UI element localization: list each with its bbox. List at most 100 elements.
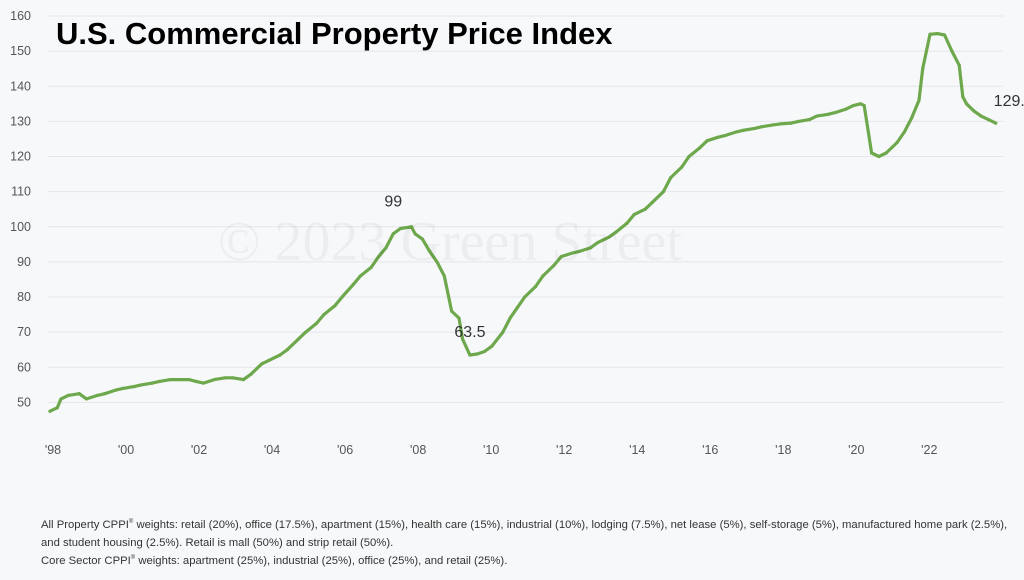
y-tick-label: 150 [10,44,31,58]
data-point [428,249,432,253]
data-point [994,121,998,125]
data-point [48,409,52,413]
x-tick-label: '22 [921,443,937,457]
data-point [391,232,395,236]
y-tick-label: 120 [10,150,31,164]
annotation-label: 99 [384,193,402,210]
data-point [541,274,545,278]
data-point [351,283,355,287]
annotation-label: 63.5 [454,324,485,341]
data-point [303,330,308,334]
x-tick-label: '02 [191,443,207,457]
data-point [614,230,618,234]
data-point [869,151,874,155]
data-point [760,125,764,129]
data-point [588,246,592,250]
y-tick-label: 60 [17,360,31,374]
data-point [789,121,793,125]
data-point [322,313,326,317]
data-point [753,126,757,131]
data-point [515,305,519,310]
data-point [742,128,746,132]
x-tick-label: '18 [775,443,791,457]
data-point [333,304,337,308]
data-point [384,246,388,250]
data-point [964,102,969,106]
data-point [807,118,812,122]
y-tick-label: 140 [10,79,31,93]
data-point [377,255,381,259]
series-layer [48,31,998,413]
data-point [895,140,899,145]
data-point [771,123,775,127]
data-point [420,237,425,241]
x-tick-label: '14 [629,443,645,457]
data-point [851,103,855,108]
annotation-label: 129.5 [994,93,1024,110]
data-point [241,378,246,382]
data-point [285,348,289,352]
y-tick-label: 100 [10,220,31,234]
data-point [194,379,198,383]
data-point [114,388,118,392]
data-point [59,397,63,401]
data-point [457,316,461,320]
data-point [862,103,866,108]
x-tick-label: '08 [410,443,426,457]
data-point [957,63,961,67]
data-point [230,376,235,380]
data-point [972,109,976,113]
data-point [858,102,863,106]
data-point [340,295,344,299]
data-point [66,393,70,398]
data-point [413,232,417,236]
data-point [157,379,162,383]
x-tick-label: '06 [337,443,353,457]
data-point [398,226,403,231]
data-point [833,111,837,115]
data-point [121,386,125,390]
data-point [643,207,647,211]
annotation-labels: 99 63.5 129.5 [384,93,1024,341]
data-point [450,309,454,313]
data-point [95,393,100,398]
data-point [176,378,180,382]
data-point [698,146,702,150]
y-tick-label: 50 [17,395,31,409]
x-tick-label: '00 [118,443,134,457]
data-point [815,114,819,118]
data-point [950,49,954,53]
data-point [884,151,888,155]
data-point [552,263,556,268]
grid-lines [48,15,1003,403]
data-point [961,95,965,99]
data-point [596,240,600,245]
data-point [369,265,373,269]
data-point [278,353,282,357]
data-point [482,349,487,354]
y-tick-label: 80 [17,290,31,304]
data-point [168,378,173,382]
x-tick-label: '04 [264,443,280,457]
y-tick-label: 90 [17,255,31,269]
y-tick-label: 110 [11,185,31,199]
data-point [296,337,300,341]
x-tick-label: '20 [848,443,864,457]
data-point [778,122,782,126]
y-tick-label: 160 [10,9,31,23]
data-point [468,353,472,357]
data-point [723,133,728,138]
data-point [917,98,921,102]
data-point [979,114,983,118]
data-point [249,372,253,376]
data-point [910,116,914,120]
x-tick-label: '10 [483,443,499,457]
data-point [267,358,271,362]
data-point [650,200,655,204]
data-point [212,378,216,382]
watermark: © 2023 Green Street [218,210,682,274]
data-point [223,376,227,380]
data-point [570,251,574,255]
data-point [826,112,830,116]
